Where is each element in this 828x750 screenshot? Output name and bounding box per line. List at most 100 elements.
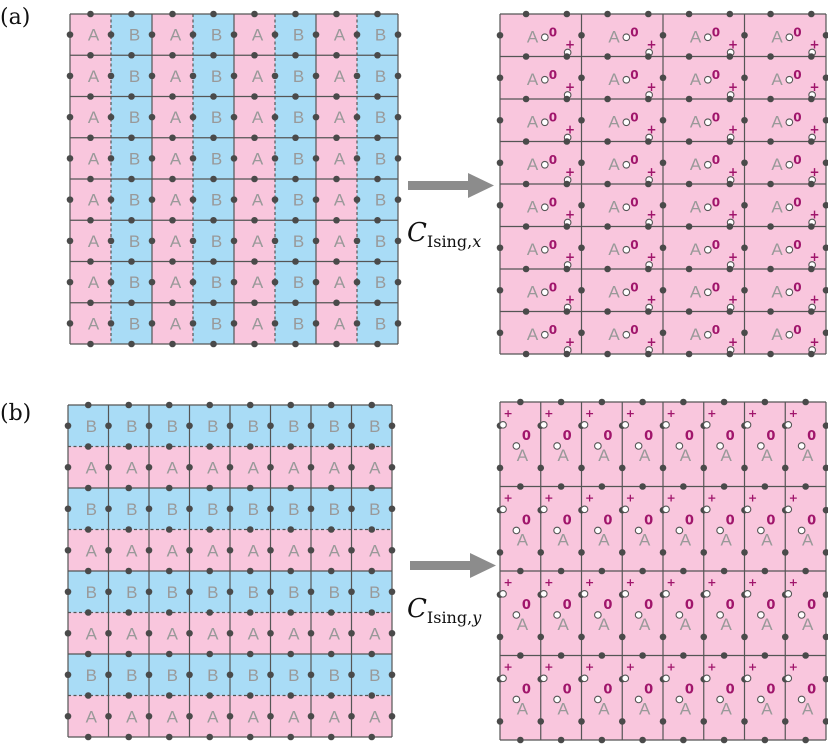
vertex-dot [741, 31, 748, 39]
zero-mark: 0 [549, 238, 557, 252]
vertex-dot [189, 320, 197, 327]
vertex-dot [64, 505, 72, 513]
cell-letter: A [690, 197, 702, 216]
cell-letter: A [802, 446, 814, 465]
vertex-dot [726, 180, 734, 188]
open-vertex-dot [594, 695, 602, 704]
vertex-dot [767, 53, 774, 60]
vertex-dot [271, 113, 279, 121]
grid-a-output: A 0+ A 0+ A 0+ A 0+A 0+ A 0+ A 0+ A 0+A 0+ A 0+ A 0+ A 0+A 0+ A… [496, 10, 828, 358]
plus-mark: + [748, 492, 757, 505]
cell-letter: A [126, 624, 138, 643]
vertex-dot [145, 422, 153, 430]
vertex-dot [145, 505, 153, 513]
plus-mark: + [647, 38, 657, 52]
plus-mark: + [544, 407, 553, 420]
vertex-dot [66, 155, 74, 162]
vertex-dot [230, 278, 238, 286]
open-vertex-dot [743, 674, 752, 683]
zero-mark: 0 [630, 153, 638, 167]
vertex-dot [563, 95, 571, 103]
vertex-dot [292, 175, 299, 183]
cell-letter: A [334, 67, 346, 86]
plus-mark: + [748, 407, 757, 420]
vertex-dot [578, 718, 585, 725]
open-vertex-dot [662, 589, 670, 598]
vertex-dot [537, 549, 545, 556]
cell-letter: B [167, 666, 178, 685]
vertex-dot [125, 567, 133, 575]
cell-letter: A [88, 191, 100, 210]
zero-mark: 0 [630, 25, 638, 39]
plus-mark: + [647, 250, 657, 264]
cell-letter: A [639, 700, 651, 719]
cell-letter: B [86, 500, 97, 519]
vertex-dot [767, 223, 774, 230]
cell-letter: B [248, 583, 259, 602]
cell-letter: A [170, 273, 182, 292]
vertex-dot [169, 340, 176, 348]
open-vertex-dot [622, 33, 631, 42]
plus-mark: + [504, 576, 513, 589]
vertex-dot [808, 138, 815, 145]
plus-mark: + [647, 335, 657, 349]
plus-mark: + [504, 407, 513, 420]
open-vertex-dot [622, 203, 631, 212]
vertex-dot [741, 549, 748, 556]
open-vertex-dot [594, 611, 602, 619]
vertex-dot [287, 484, 295, 492]
cell-letter: A [369, 458, 381, 477]
vertex-dot [741, 201, 748, 209]
cell-letter: B [129, 67, 140, 86]
open-vertex-dot [540, 288, 549, 297]
vertex-dot [165, 484, 173, 492]
vertex-dot [781, 464, 789, 472]
zero-mark: 0 [712, 280, 720, 294]
vertex-dot [107, 320, 115, 327]
vertex-dot [517, 567, 524, 575]
vertex-dot [618, 718, 626, 725]
cell-letter: A [86, 707, 98, 726]
vertex-dot [271, 237, 279, 245]
plus-mark: + [585, 661, 594, 674]
vertex-dot [604, 10, 611, 18]
vertex-dot [246, 443, 254, 450]
cell-letter: A [170, 232, 182, 251]
vertex-dot [312, 155, 320, 162]
vertex-dot [353, 278, 361, 286]
vertex-dot [496, 244, 504, 252]
plus-mark: + [565, 123, 575, 137]
zero-mark: 0 [726, 598, 735, 613]
zero-mark: 0 [630, 238, 638, 252]
vertex-dot [251, 258, 258, 265]
vertex-dot [822, 74, 828, 82]
cell-letter: A [88, 26, 100, 45]
vertex-dot [210, 258, 217, 265]
vertex-dot [767, 180, 774, 188]
cell-letter: A [690, 27, 702, 46]
cell-letter: A [761, 446, 773, 465]
cell-letter: B [369, 666, 380, 685]
zero-mark: 0 [522, 429, 531, 444]
cell-letter: A [329, 624, 341, 643]
vertex-dot [105, 422, 112, 430]
open-vertex-dot [716, 611, 724, 619]
vertex-dot [822, 675, 828, 683]
open-vertex-dot [785, 33, 794, 42]
vertex-dot [741, 159, 748, 167]
vertex-dot [307, 671, 315, 679]
open-vertex-dot [580, 589, 589, 598]
cell-letter: A [557, 531, 569, 550]
vertex-dot [388, 588, 396, 596]
vertex-dot [145, 671, 153, 679]
open-vertex-dot [540, 330, 549, 339]
vertex-dot [169, 51, 176, 59]
zero-mark: 0 [603, 598, 612, 613]
open-vertex-dot [703, 203, 712, 212]
vertex-dot [726, 265, 734, 273]
vertex-dot [148, 72, 156, 80]
cell-letter: A [88, 232, 100, 251]
cell-letter: B [211, 191, 222, 210]
vertex-dot [563, 350, 571, 358]
vertex-dot [822, 422, 828, 429]
